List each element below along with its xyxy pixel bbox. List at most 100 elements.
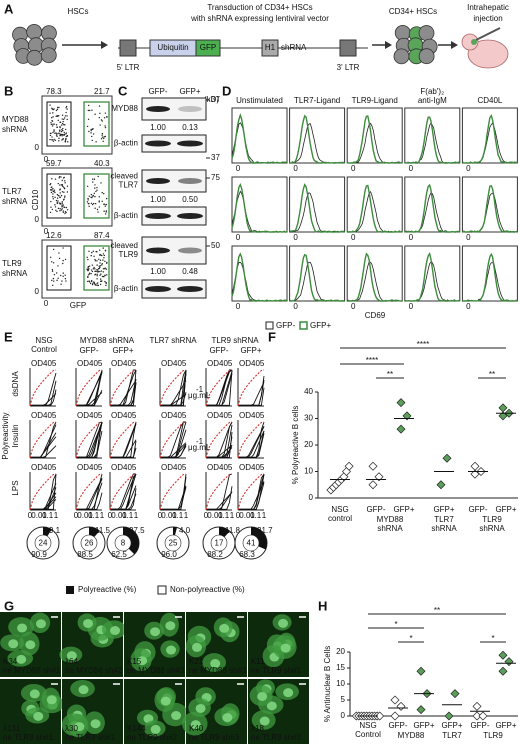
event-dot [63, 206, 65, 208]
label: ** [489, 370, 495, 379]
event-dot [53, 189, 56, 191]
tick-label: 0.1 [218, 511, 230, 520]
event-dot [56, 279, 58, 282]
event-dot [64, 278, 67, 280]
nucleus [210, 659, 221, 669]
label: -1 [196, 437, 204, 446]
event-dot [99, 270, 101, 273]
event-dot [105, 282, 107, 285]
data-label: 96.0 [161, 550, 177, 559]
label: 59.7 [46, 159, 62, 168]
data-label: 68.3 [239, 550, 255, 559]
data-point [444, 711, 454, 721]
event-dot [59, 121, 61, 123]
event-dot [54, 196, 56, 198]
histogram-gfp-pos [346, 115, 403, 164]
tick-label: 0 [236, 233, 241, 242]
event-dot [60, 184, 63, 186]
event-dot [54, 132, 56, 134]
tick-label: 0 [158, 511, 163, 520]
histogram-gfp-pos [404, 183, 461, 233]
event-dot [96, 283, 98, 285]
event-dot [96, 186, 98, 189]
tick-label: 0 [409, 164, 414, 173]
event-dot [51, 120, 54, 122]
label: Ubiquitin [157, 43, 188, 52]
label: NSG [35, 336, 52, 345]
flow-plot [41, 95, 113, 155]
event-dot [62, 127, 64, 130]
elisa-curve [110, 423, 137, 458]
event-dot [60, 194, 63, 197]
micrograph [185, 612, 247, 677]
event-dot [62, 272, 64, 274]
label: GFP- [148, 87, 167, 96]
label: OD405 [111, 411, 137, 420]
event-dot [58, 132, 60, 134]
event-dot [94, 283, 96, 286]
event-dot [90, 202, 93, 204]
event-dot [96, 273, 98, 276]
label: Polyreactive (%) [78, 585, 137, 594]
event-dot [87, 199, 89, 201]
y-tick-label: 40 [304, 387, 313, 396]
event-dot [61, 185, 64, 187]
data-label: 31.7 [257, 526, 273, 535]
event-dot [59, 192, 61, 194]
event-dot [52, 284, 54, 287]
event-dot [58, 140, 60, 142]
label: MYD88 shRNA [80, 336, 135, 345]
histogram-gfp-pos [404, 116, 460, 164]
event-dot [104, 280, 106, 283]
event-dot [50, 117, 53, 119]
event-dot [51, 269, 54, 271]
event-dot [98, 258, 100, 261]
event-dot [88, 205, 90, 208]
event-dot [92, 181, 94, 183]
label: ne MYD88 sh#2 [65, 666, 123, 675]
event-dot [53, 129, 55, 131]
data-label: 90.9 [31, 550, 47, 559]
event-dot [92, 282, 94, 285]
tick-label: 0.01 [161, 511, 177, 520]
nucleus [171, 711, 182, 721]
label: MYD88 [377, 515, 404, 524]
event-dot [105, 284, 107, 287]
event-dot [102, 271, 104, 273]
legend-swatch [66, 586, 74, 594]
nucleus [160, 696, 171, 706]
positive-control-curve [109, 369, 137, 407]
elisa-curve [206, 369, 233, 406]
gate [46, 245, 72, 291]
event-dot [67, 141, 69, 143]
event-dot [90, 272, 92, 275]
event-dot [103, 210, 105, 212]
event-dot [101, 132, 104, 135]
event-dot [60, 283, 62, 285]
band [178, 106, 202, 112]
elisa-curve [238, 473, 265, 510]
label: NSG [359, 721, 376, 730]
nucleus [35, 619, 46, 629]
label: 25 [169, 539, 178, 548]
positive-control-curve [237, 369, 265, 407]
event-dot [104, 112, 107, 114]
data-point [390, 711, 400, 721]
event-dot [102, 268, 105, 270]
label: OD405 [111, 359, 137, 368]
y-tick-label: 30 [304, 414, 313, 423]
tick-label: 0.1 [250, 511, 262, 520]
label: ne TLR9 sh#1 [3, 733, 54, 742]
label: ne TLR9 sh#3 [251, 733, 302, 742]
event-dot [60, 274, 62, 277]
event-dot [63, 131, 65, 134]
event-dot [105, 203, 107, 206]
event-dot [87, 104, 90, 107]
data-point [375, 711, 385, 721]
injected-cells [471, 39, 477, 45]
event-dot [58, 194, 60, 197]
data-label: 11.5 [95, 526, 111, 535]
event-dot [49, 138, 51, 141]
label: OD405 [207, 411, 233, 420]
label: * [409, 634, 412, 643]
